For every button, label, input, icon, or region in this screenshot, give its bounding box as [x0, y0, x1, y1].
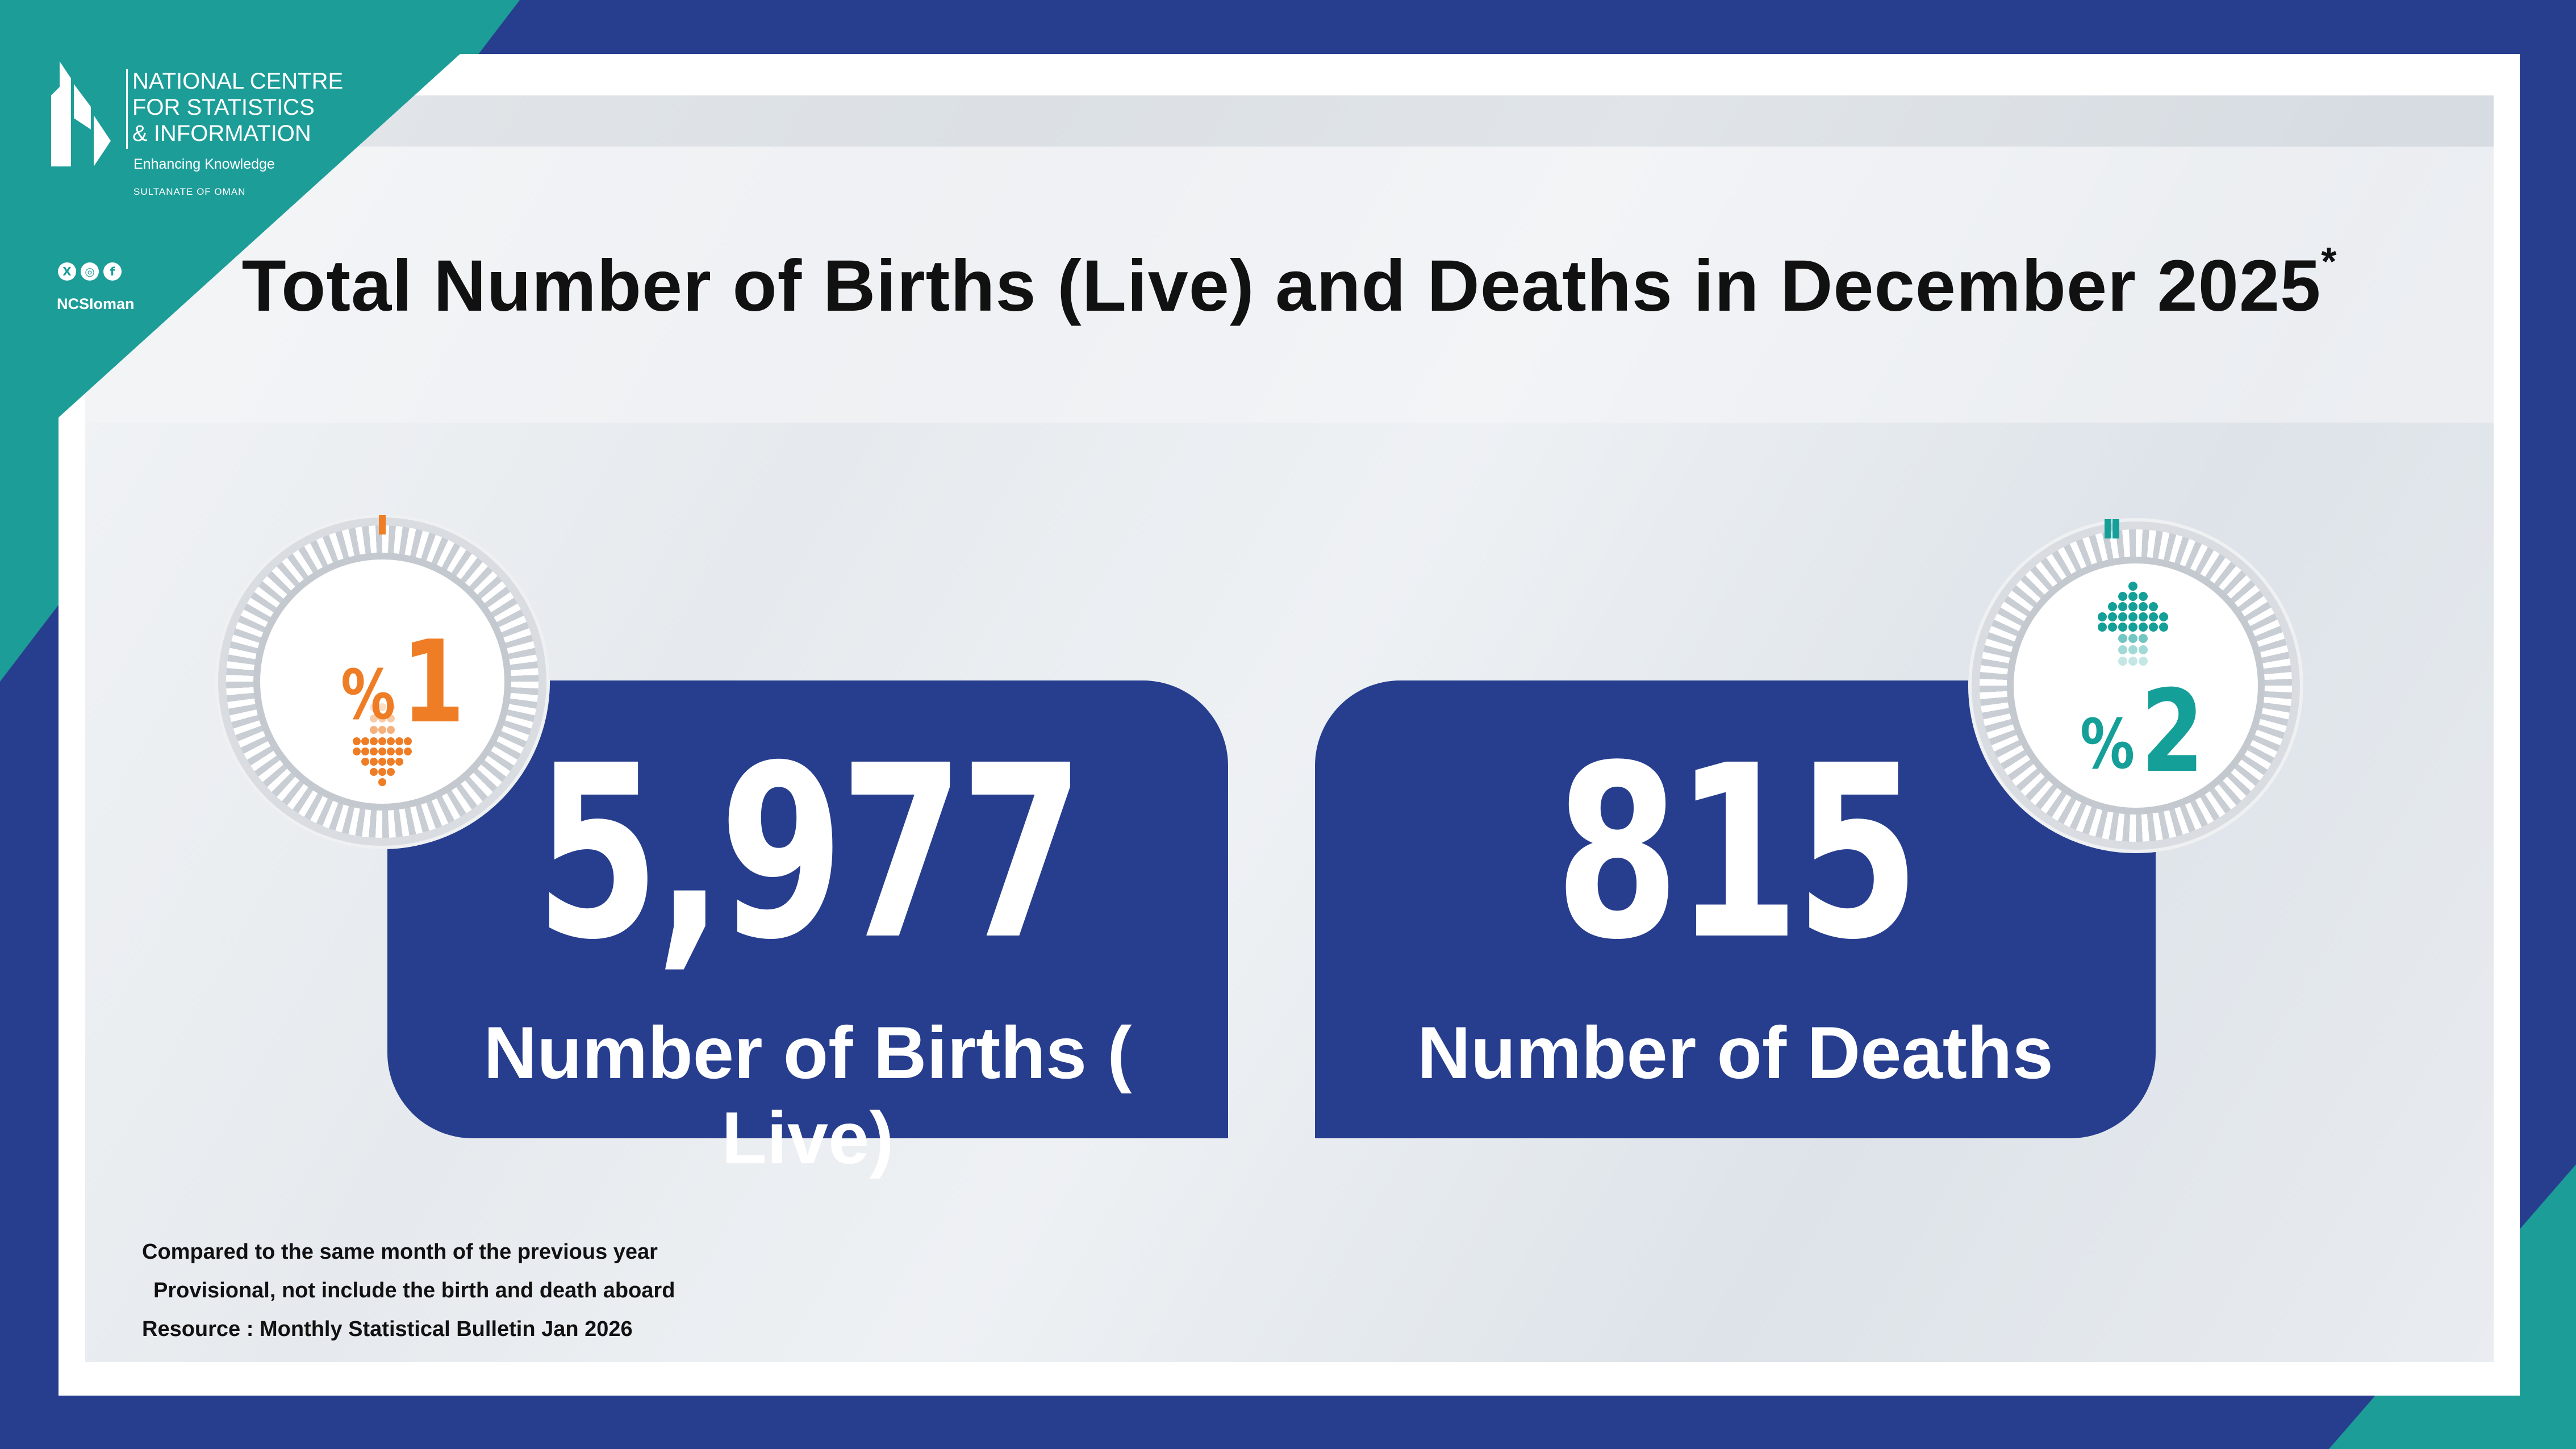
deaths-change-dial: % 2 — [1968, 518, 2303, 853]
page-title: Total Number of Births (Live) and Deaths… — [241, 239, 2337, 327]
births-label: Number of Births ( Live) — [483, 1011, 1132, 1179]
ncsi-logo-icon — [51, 61, 111, 166]
logo-tagline: Enhancing Knowledge — [133, 156, 275, 172]
deaths-change-symbol: % — [2080, 705, 2135, 784]
births-change-symbol: % — [341, 656, 396, 735]
panel-top-band — [85, 95, 2494, 147]
deaths-value: 815 — [1555, 715, 1920, 992]
logo-country: SULTANATE OF OMAN — [133, 186, 246, 197]
footnotes: Compared to the same month of the previo… — [142, 1233, 675, 1348]
instagram-icon[interactable]: ◎ — [81, 262, 99, 281]
deaths-label: Number of Deaths — [1417, 1011, 2053, 1094]
logo-corner-shape — [0, 0, 520, 454]
deaths-change-value: 2 — [2140, 666, 2205, 798]
note-provisional: Provisional, not include the birth and d… — [153, 1279, 675, 1302]
facebook-icon[interactable]: f — [103, 262, 122, 281]
births-change-dial: % 1 — [215, 514, 550, 849]
arrow-down-icon — [353, 703, 412, 786]
x-icon[interactable]: X — [58, 262, 76, 281]
social-handle[interactable]: NCSIoman — [57, 295, 135, 312]
logo-divider — [126, 69, 128, 149]
dial-marker — [379, 515, 386, 534]
note-resource: Resource : Monthly Statistical Bulletin … — [142, 1317, 633, 1341]
births-change-value: 1 — [401, 616, 465, 749]
note-comparison: Compared to the same month of the previo… — [142, 1240, 658, 1264]
deaths-change-inner: % 2 — [2014, 563, 2258, 808]
dial-marker — [2112, 519, 2119, 538]
logo-name: NATIONAL CENTRE FOR STATISTICS & INFORMA… — [132, 69, 344, 146]
arrow-up-icon — [2098, 582, 2168, 666]
births-value: 5,977 — [535, 715, 1084, 992]
dial-marker — [2105, 519, 2111, 538]
title-band — [85, 147, 2494, 423]
births-change-inner: % 1 — [260, 559, 504, 804]
